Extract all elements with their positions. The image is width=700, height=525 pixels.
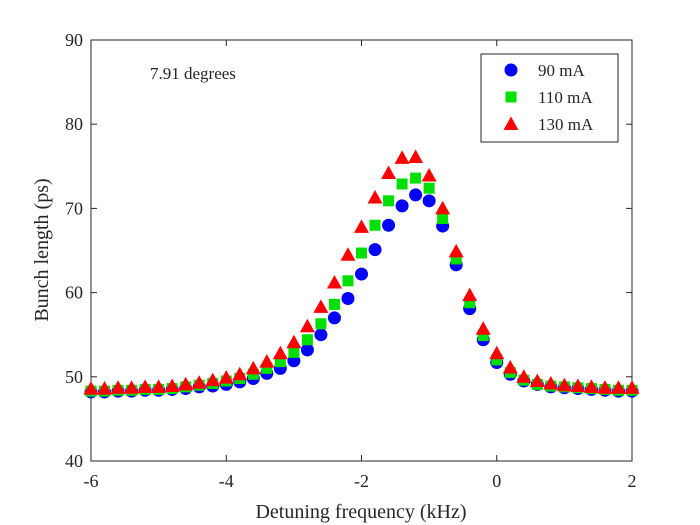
data-point bbox=[355, 267, 368, 281]
y-axis-label: Bunch length (ps) bbox=[31, 178, 53, 321]
data-point bbox=[342, 275, 354, 287]
data-point bbox=[421, 168, 437, 182]
data-point bbox=[326, 274, 342, 289]
legend-label: 130 mA bbox=[538, 115, 594, 134]
data-point bbox=[597, 380, 613, 394]
data-point bbox=[299, 318, 315, 333]
data-point bbox=[286, 334, 302, 349]
series-3 bbox=[83, 149, 640, 395]
data-point bbox=[556, 377, 572, 392]
data-point bbox=[354, 219, 369, 233]
data-point bbox=[396, 178, 408, 190]
y-tick-label: 60 bbox=[65, 283, 83, 303]
data-point bbox=[450, 253, 462, 265]
data-point bbox=[327, 311, 341, 325]
data-point bbox=[448, 243, 464, 258]
legend-marker bbox=[504, 63, 518, 77]
data-point bbox=[423, 182, 435, 194]
data-point bbox=[259, 354, 275, 368]
data-point bbox=[529, 373, 545, 388]
data-point bbox=[300, 343, 314, 357]
axis-ticks bbox=[90, 39, 633, 462]
data-point bbox=[205, 372, 221, 387]
y-tick-label: 80 bbox=[65, 114, 83, 134]
data-point bbox=[340, 247, 356, 261]
data-point bbox=[491, 354, 503, 366]
data-point bbox=[394, 150, 410, 164]
data-point bbox=[408, 149, 424, 164]
data-point bbox=[368, 243, 382, 257]
data-point bbox=[137, 379, 153, 393]
data-point bbox=[410, 172, 422, 184]
legend-marker bbox=[505, 91, 517, 103]
data-point bbox=[97, 381, 113, 395]
legend-box bbox=[480, 53, 619, 143]
data-point bbox=[328, 298, 340, 310]
legend-label: 110 mA bbox=[538, 88, 593, 107]
data-point bbox=[543, 376, 559, 390]
data-point bbox=[356, 247, 367, 259]
y-tick-label: 90 bbox=[65, 30, 83, 50]
data-point bbox=[83, 381, 99, 395]
data-point bbox=[367, 189, 383, 204]
data-point bbox=[288, 346, 300, 358]
x-tick-label: 0 bbox=[492, 471, 501, 491]
data-point bbox=[409, 188, 423, 202]
data-point bbox=[315, 318, 327, 330]
data-points bbox=[83, 149, 640, 399]
data-point bbox=[502, 360, 518, 374]
x-tick-label: 2 bbox=[628, 471, 637, 491]
data-point bbox=[475, 321, 491, 335]
data-point bbox=[341, 291, 355, 305]
annotation-text: 7.91 degrees bbox=[150, 64, 236, 83]
x-axis-label: Detuning frequency (kHz) bbox=[255, 501, 466, 523]
data-point bbox=[516, 369, 532, 383]
data-point bbox=[462, 287, 478, 302]
data-point bbox=[178, 376, 194, 391]
y-tick-label: 50 bbox=[65, 367, 83, 387]
data-point bbox=[583, 379, 599, 393]
data-point bbox=[110, 380, 126, 394]
data-point bbox=[624, 380, 640, 394]
data-point bbox=[383, 195, 395, 207]
data-point bbox=[314, 328, 328, 342]
data-point bbox=[437, 213, 449, 225]
data-point bbox=[301, 334, 313, 346]
data-point bbox=[422, 194, 436, 208]
y-tick-label: 70 bbox=[65, 198, 83, 218]
data-point bbox=[464, 297, 476, 309]
data-point bbox=[164, 378, 180, 393]
data-point bbox=[218, 370, 234, 384]
data-point bbox=[570, 378, 586, 393]
tick-labels: -6 -4 -2 0 2 40 50 60 70 80 90 bbox=[65, 30, 637, 491]
data-point bbox=[124, 380, 140, 394]
legend-marker bbox=[503, 116, 519, 130]
data-point bbox=[381, 165, 397, 180]
data-point bbox=[477, 330, 489, 342]
legend-label: 90 mA bbox=[538, 61, 585, 80]
data-point bbox=[191, 375, 207, 389]
data-point bbox=[382, 218, 396, 232]
data-point bbox=[261, 362, 273, 374]
data-point bbox=[369, 219, 381, 231]
data-point bbox=[489, 345, 505, 360]
data-point bbox=[274, 356, 286, 368]
data-point bbox=[151, 379, 167, 393]
data-point bbox=[395, 199, 409, 213]
y-tick-label: 40 bbox=[65, 451, 83, 471]
x-tick-label: -4 bbox=[219, 471, 234, 491]
legend: 90 mA 110 mA 130 mA bbox=[480, 53, 619, 143]
x-tick-label: -6 bbox=[84, 471, 99, 491]
x-tick-label: -2 bbox=[354, 471, 369, 491]
data-point bbox=[245, 360, 261, 375]
data-point bbox=[610, 380, 626, 394]
data-point bbox=[435, 200, 451, 215]
data-point bbox=[232, 366, 248, 381]
data-point bbox=[272, 345, 288, 360]
data-point bbox=[313, 299, 329, 313]
